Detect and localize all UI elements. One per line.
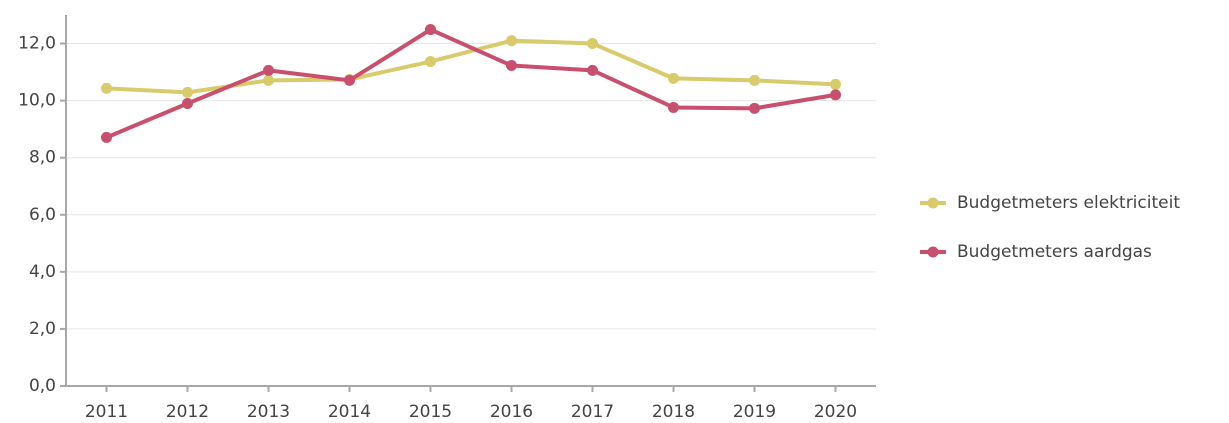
y-tick-label: 0,0	[29, 376, 56, 396]
data-point	[749, 74, 760, 86]
data-point	[587, 38, 598, 50]
data-point	[263, 74, 274, 86]
data-point	[668, 101, 679, 113]
legend-label: Budgetmeters elektriciteit	[957, 193, 1180, 213]
x-tick-label: 2017	[571, 402, 614, 422]
x-tick-label: 2015	[409, 402, 452, 422]
y-tick-label: 10,0	[18, 91, 56, 111]
data-point	[425, 24, 436, 36]
x-tick-label: 2014	[328, 402, 371, 422]
data-point	[749, 102, 760, 114]
series-line	[105, 27, 836, 140]
x-tick-label: 2019	[733, 402, 776, 422]
x-tick-label: 2016	[490, 402, 533, 422]
data-point	[182, 86, 193, 98]
data-point	[668, 72, 679, 84]
data-point	[182, 97, 193, 109]
x-tick-label: 2012	[166, 402, 209, 422]
y-tick-label: 6,0	[29, 205, 56, 225]
data-point	[830, 89, 841, 101]
legend-label: Budgetmeters aardgas	[957, 242, 1152, 262]
y-tick-label: 2,0	[29, 319, 56, 339]
x-tick-label: 2011	[85, 402, 128, 422]
x-tick-label: 2013	[247, 402, 290, 422]
data-point	[506, 35, 517, 47]
x-tick-label: 2018	[652, 402, 695, 422]
data-point	[101, 82, 112, 94]
data-point	[587, 64, 598, 76]
data-point	[830, 78, 841, 90]
data-point	[263, 64, 274, 76]
data-point	[344, 74, 355, 86]
legend-marker	[927, 246, 939, 258]
y-tick-label: 8,0	[29, 148, 56, 168]
y-tick-label: 4,0	[29, 262, 56, 282]
legend-marker	[927, 197, 939, 209]
data-point	[425, 56, 436, 68]
data-point	[506, 60, 517, 72]
data-point	[101, 131, 112, 143]
x-tick-label: 2020	[814, 402, 857, 422]
y-tick-label: 12,0	[18, 34, 56, 54]
